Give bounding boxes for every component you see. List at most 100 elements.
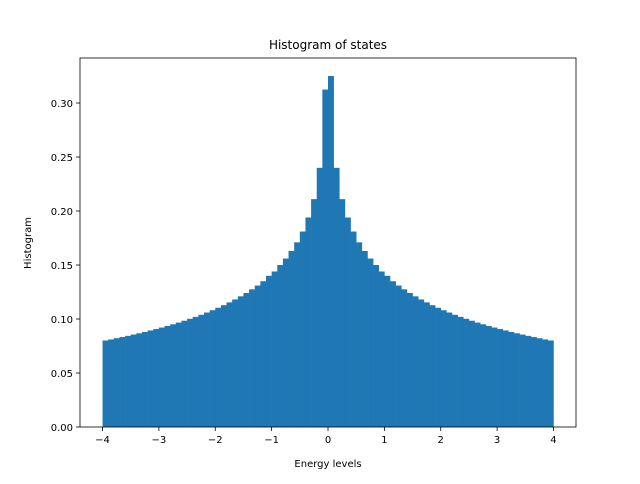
bar	[401, 289, 408, 427]
y-tick-label: 0.25	[51, 153, 73, 164]
x-tick-label: −4	[95, 435, 110, 446]
bar	[328, 76, 334, 427]
bar	[530, 337, 537, 427]
bar	[164, 325, 171, 427]
x-tick-label: 3	[494, 435, 500, 446]
bar	[390, 281, 396, 427]
bar	[525, 335, 532, 427]
bar	[153, 329, 160, 427]
bar	[316, 167, 323, 427]
x-tick-label: −3	[152, 435, 167, 446]
bar	[519, 334, 526, 427]
bar	[542, 339, 549, 427]
bar	[514, 333, 520, 427]
x-axis-label: Energy levels	[294, 459, 361, 470]
bar	[497, 329, 504, 427]
bar	[344, 217, 351, 427]
bar	[226, 302, 233, 427]
bar	[125, 335, 132, 427]
bar	[187, 318, 194, 427]
bar	[423, 302, 430, 427]
bar	[322, 89, 329, 427]
y-tick-label: 0.05	[51, 369, 73, 380]
bar	[440, 310, 447, 427]
bar	[491, 327, 498, 427]
bar	[288, 250, 295, 427]
x-tick-label: 1	[381, 435, 387, 446]
x-tick-label: −1	[264, 435, 279, 446]
bar	[277, 265, 284, 427]
bar	[333, 167, 340, 427]
y-tick-label: 0.20	[51, 207, 73, 218]
bar	[311, 199, 318, 427]
bar	[209, 310, 216, 427]
bar	[367, 258, 374, 427]
bar	[361, 250, 368, 427]
bar	[384, 275, 391, 427]
bar	[508, 331, 515, 427]
bar	[243, 292, 250, 427]
bar	[142, 331, 148, 427]
bar	[418, 299, 425, 427]
x-tick-label: 2	[438, 435, 444, 446]
bar	[350, 231, 357, 427]
x-tick-label: −2	[208, 435, 223, 446]
bar	[305, 217, 312, 427]
bar	[102, 340, 109, 427]
bar	[147, 330, 154, 427]
bar	[480, 324, 487, 427]
bar	[220, 305, 227, 427]
bar	[452, 314, 458, 427]
bar	[237, 296, 244, 427]
bar	[175, 322, 182, 427]
x-tick-label: 0	[325, 435, 331, 446]
bar	[406, 292, 413, 427]
y-tick-label: 0.30	[51, 99, 73, 110]
x-tick-label: 4	[550, 435, 556, 446]
bar	[215, 307, 222, 427]
bar	[204, 312, 210, 427]
bar	[435, 307, 442, 427]
y-axis-label: Histogram	[23, 217, 34, 269]
y-tick-label: 0.10	[51, 315, 73, 326]
y-tick-label: 0.00	[51, 423, 73, 434]
bar	[254, 285, 261, 427]
bar	[130, 334, 137, 427]
bar	[373, 265, 380, 427]
bar	[136, 333, 143, 427]
bar	[113, 338, 120, 427]
chart-title: Histogram of states	[269, 38, 387, 52]
bar	[485, 325, 492, 427]
bar	[232, 299, 239, 427]
bar	[299, 231, 306, 427]
bar	[249, 289, 256, 427]
bar	[108, 339, 115, 427]
bar	[192, 316, 199, 427]
bar	[170, 324, 177, 427]
bar	[457, 316, 464, 427]
bar	[260, 281, 267, 427]
bar	[181, 320, 188, 427]
bar	[446, 312, 453, 427]
bar	[463, 318, 470, 427]
bar	[356, 242, 363, 427]
bar	[468, 320, 475, 427]
bar	[282, 258, 289, 427]
y-tick-label: 0.15	[51, 261, 73, 272]
bar	[547, 340, 554, 427]
bar	[412, 296, 419, 427]
bar	[271, 271, 278, 427]
bar	[502, 330, 509, 427]
bar	[339, 199, 346, 427]
bar	[474, 322, 481, 427]
bar	[294, 242, 301, 427]
bar	[198, 314, 205, 427]
bar	[266, 275, 272, 427]
bar	[429, 305, 436, 427]
bar	[378, 271, 385, 427]
bar	[536, 338, 543, 427]
bar	[158, 327, 165, 427]
bar	[395, 285, 402, 427]
